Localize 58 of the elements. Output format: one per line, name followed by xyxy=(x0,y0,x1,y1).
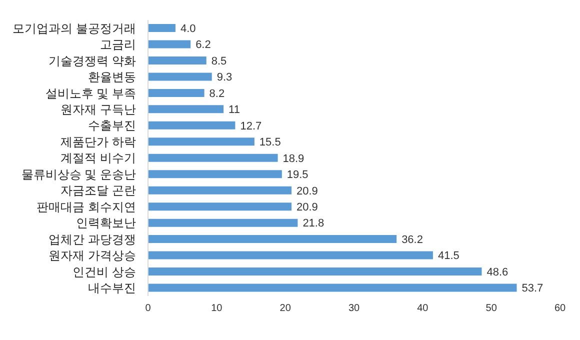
y-tick-label: 제품단가 하락 xyxy=(60,134,136,149)
data-label: 4.0 xyxy=(180,22,196,35)
data-label: 20.9 xyxy=(296,201,318,214)
bar xyxy=(148,56,206,64)
data-label: 11 xyxy=(228,104,240,116)
y-tick-label: 환율변동 xyxy=(88,70,136,84)
data-label: 15.5 xyxy=(259,136,281,149)
y-tick-label: 기술경쟁력 약화 xyxy=(48,54,136,68)
bar xyxy=(148,24,176,32)
data-label: 12.7 xyxy=(240,120,262,132)
bar xyxy=(148,88,204,97)
bar xyxy=(148,72,212,81)
x-tick-label: 60 xyxy=(554,303,566,314)
data-label: 48.6 xyxy=(486,266,508,278)
bar xyxy=(148,138,254,146)
y-tick-label: 계절적 비수기 xyxy=(60,151,136,166)
data-label: 18.9 xyxy=(282,152,304,165)
data-label: 6.2 xyxy=(196,39,211,52)
data-label: 20.9 xyxy=(296,185,318,198)
data-label: 21.8 xyxy=(302,218,324,230)
bar xyxy=(148,284,517,292)
data-label: 8.2 xyxy=(209,88,225,100)
bar xyxy=(148,170,282,178)
bar xyxy=(148,121,236,130)
y-tick-label: 판매대금 회수지연 xyxy=(36,200,136,214)
bar xyxy=(148,186,292,194)
bar xyxy=(148,202,292,211)
y-tick-label: 내수부진 xyxy=(88,281,136,296)
x-tick-label: 20 xyxy=(280,303,292,314)
data-label: 41.5 xyxy=(438,250,460,262)
y-tick-label: 모기업과의 불공정거래 xyxy=(12,21,136,36)
bar xyxy=(148,268,482,276)
bar xyxy=(148,105,224,114)
x-tick-label: 10 xyxy=(211,303,223,314)
x-tick-label: 50 xyxy=(486,303,498,314)
bar xyxy=(148,154,278,162)
data-label: 53.7 xyxy=(522,282,544,295)
y-tick-label: 자금조달 곤란 xyxy=(60,184,136,198)
bar xyxy=(148,251,433,260)
y-tick-label: 원자재 가격상승 xyxy=(48,248,136,263)
data-label: 36.2 xyxy=(402,234,423,246)
data-label: 9.3 xyxy=(216,72,232,84)
x-tick-label: 0 xyxy=(145,303,152,314)
bar xyxy=(148,235,397,244)
y-tick-label: 물류비상승 및 운송난 xyxy=(21,167,136,182)
data-label: 19.5 xyxy=(286,169,308,182)
bar xyxy=(148,218,298,227)
y-tick-label: 고금리 xyxy=(100,38,136,52)
y-tick-label: 수출부진 xyxy=(88,118,136,133)
bar xyxy=(148,40,191,48)
y-tick-label: 인력확보난 xyxy=(76,216,136,230)
x-tick-label: 30 xyxy=(348,303,360,314)
y-tick-label: 원자재 구득난 xyxy=(60,102,136,116)
x-tick-label: 40 xyxy=(417,303,429,314)
y-tick-label: 인건비 상승 xyxy=(72,264,136,279)
y-tick-label: 업체간 과당경쟁 xyxy=(48,232,136,246)
data-label: 8.5 xyxy=(211,55,227,68)
y-tick-label: 설비노후 및 부족 xyxy=(45,86,136,100)
